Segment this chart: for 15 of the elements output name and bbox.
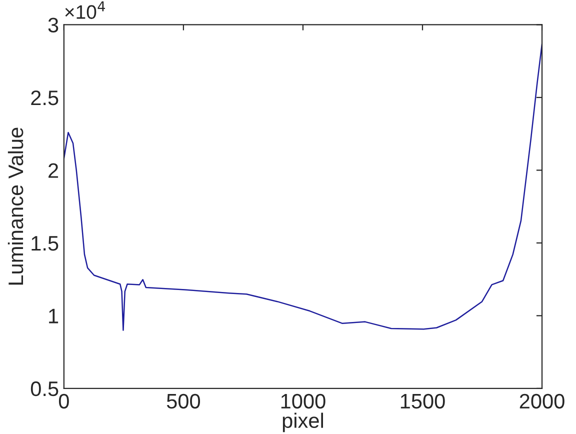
y-axis-title: Luminance Value (8, 128, 24, 285)
y-tick-label: 2 (48, 163, 58, 178)
x-tick-label: 2000 (520, 394, 564, 409)
y-tick-label: 1.5 (32, 236, 58, 251)
y-tick-label: 1 (49, 308, 58, 324)
x-tick-label: 1000 (281, 394, 326, 409)
x-axis-title: pixel (282, 412, 324, 432)
x-tick-label: 1500 (400, 394, 445, 409)
x-tick-label: 500 (166, 394, 200, 409)
y-tick-label: 3 (48, 18, 58, 32)
line-series (64, 43, 542, 331)
y-tick-label: 0.5 (30, 381, 58, 396)
text: ×10$^{4}$ (65, 1, 105, 19)
y-tick-label: 2.5 (31, 90, 58, 106)
x-tick-label: 0 (58, 394, 69, 409)
